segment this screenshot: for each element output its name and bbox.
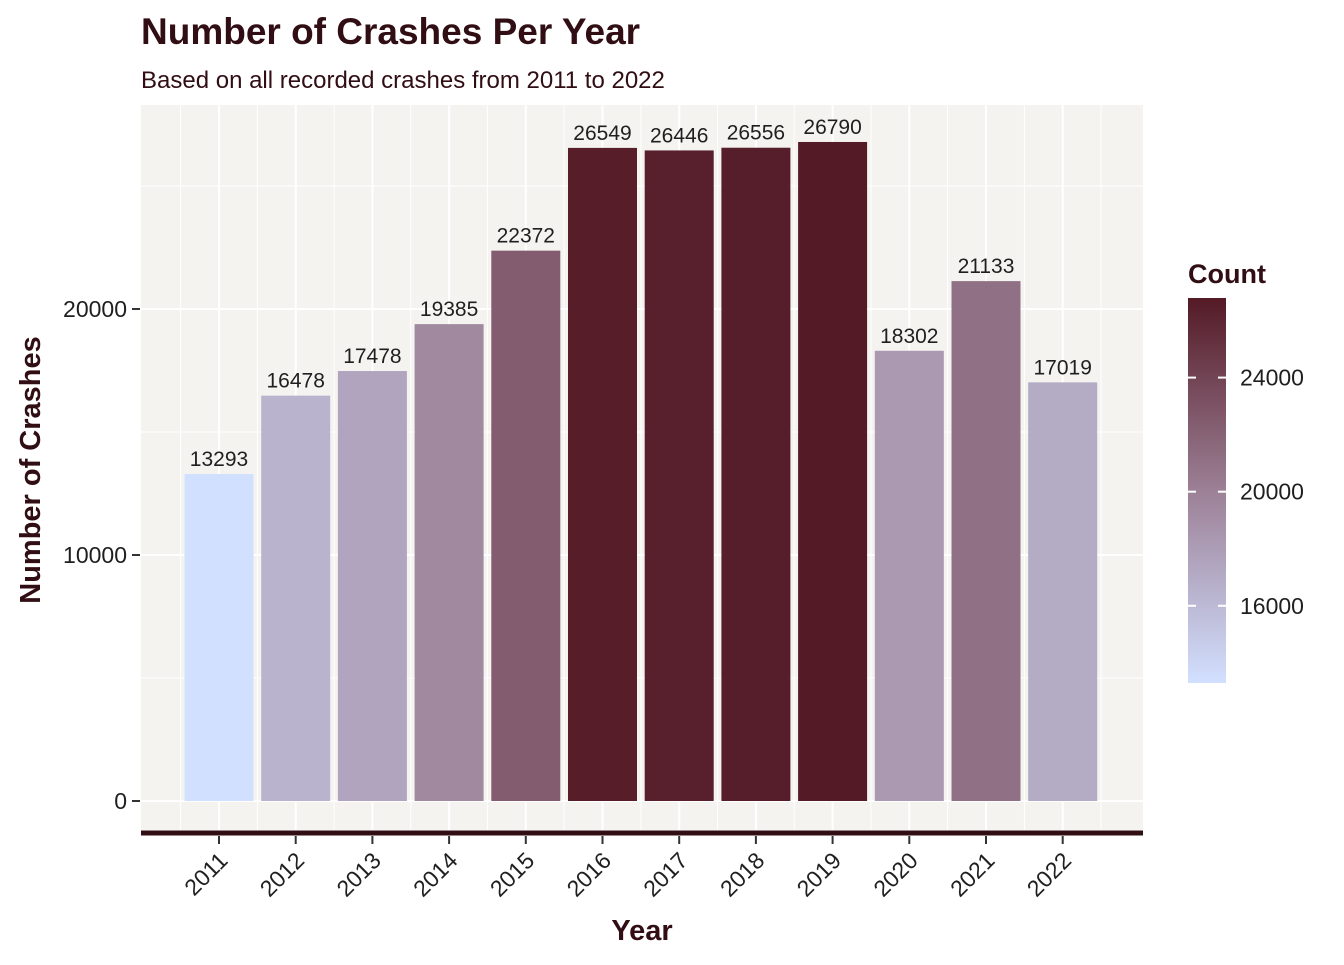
legend-tick-label: 16000 <box>1240 593 1304 619</box>
x-tick-label: 2020 <box>868 847 923 902</box>
y-axis-title: Number of Crashes <box>15 336 47 604</box>
legend-tick-label: 24000 <box>1240 365 1304 391</box>
bar-value-label: 26556 <box>727 122 785 145</box>
x-tick-label: 2017 <box>638 847 693 902</box>
y-tick-label: 0 <box>114 788 127 814</box>
bar-value-label: 26446 <box>650 124 708 147</box>
x-axis-title: Year <box>611 915 672 947</box>
bar-2013 <box>337 371 407 801</box>
legend-ticks: 16000 20000 24000 <box>1188 365 1304 619</box>
x-tick-label: 2011 <box>179 847 232 900</box>
y-tick-label: 10000 <box>63 542 127 568</box>
chart-subtitle: Based on all recorded crashes from 2011 … <box>141 67 665 94</box>
bar-2017 <box>644 150 714 801</box>
bar-value-label: 17019 <box>1033 356 1091 379</box>
x-tick-label: 2016 <box>561 847 616 902</box>
bar-value-label: 22372 <box>497 225 555 248</box>
bar-2015 <box>491 250 561 801</box>
x-axis-ticks: 2011 2012 2013 2014 2015 2016 2017 2018 2019 2020… <box>179 836 1076 902</box>
x-tick-label: 2018 <box>715 847 770 902</box>
bar-2011 <box>184 473 254 801</box>
bar-value-label: 19385 <box>420 298 478 321</box>
bar-value-label: 26549 <box>573 122 631 145</box>
x-tick-label: 2021 <box>945 847 1000 902</box>
x-tick-label: 2022 <box>1022 847 1077 902</box>
y-tick-label: 20000 <box>63 296 127 322</box>
chart-title: Number of Crashes Per Year <box>141 11 640 52</box>
x-tick-label: 2019 <box>792 847 847 902</box>
legend-colorbar <box>1188 298 1226 683</box>
x-tick-label: 2013 <box>331 847 386 902</box>
bar-value-label: 17478 <box>343 345 401 368</box>
legend-title: Count <box>1188 259 1266 289</box>
bar-2022 <box>1028 382 1098 801</box>
bar-value-label: 21133 <box>958 255 1015 278</box>
legend-tick-label: 20000 <box>1240 479 1304 505</box>
bar-value-labels: 13293 16478 17478 19385 22372 26549 26446 26556… <box>190 116 1092 471</box>
bar-2021 <box>951 281 1021 802</box>
x-tick-label: 2015 <box>485 847 540 902</box>
bars <box>184 141 1098 802</box>
bar-value-label: 13293 <box>190 448 248 471</box>
bar-2014 <box>414 324 484 801</box>
x-tick-label: 2014 <box>408 847 463 902</box>
bar-value-label: 26790 <box>803 116 861 139</box>
bar-value-label: 16478 <box>266 370 324 393</box>
bar-2018 <box>721 147 791 801</box>
bar-2016 <box>568 147 637 801</box>
bar-2019 <box>798 141 868 801</box>
y-axis-ticks: 0 10000 20000 <box>63 296 140 814</box>
bar-value-label: 18302 <box>880 325 938 348</box>
bar-2020 <box>874 350 944 801</box>
bar-2012 <box>261 395 331 801</box>
x-tick-label: 2012 <box>255 847 310 902</box>
